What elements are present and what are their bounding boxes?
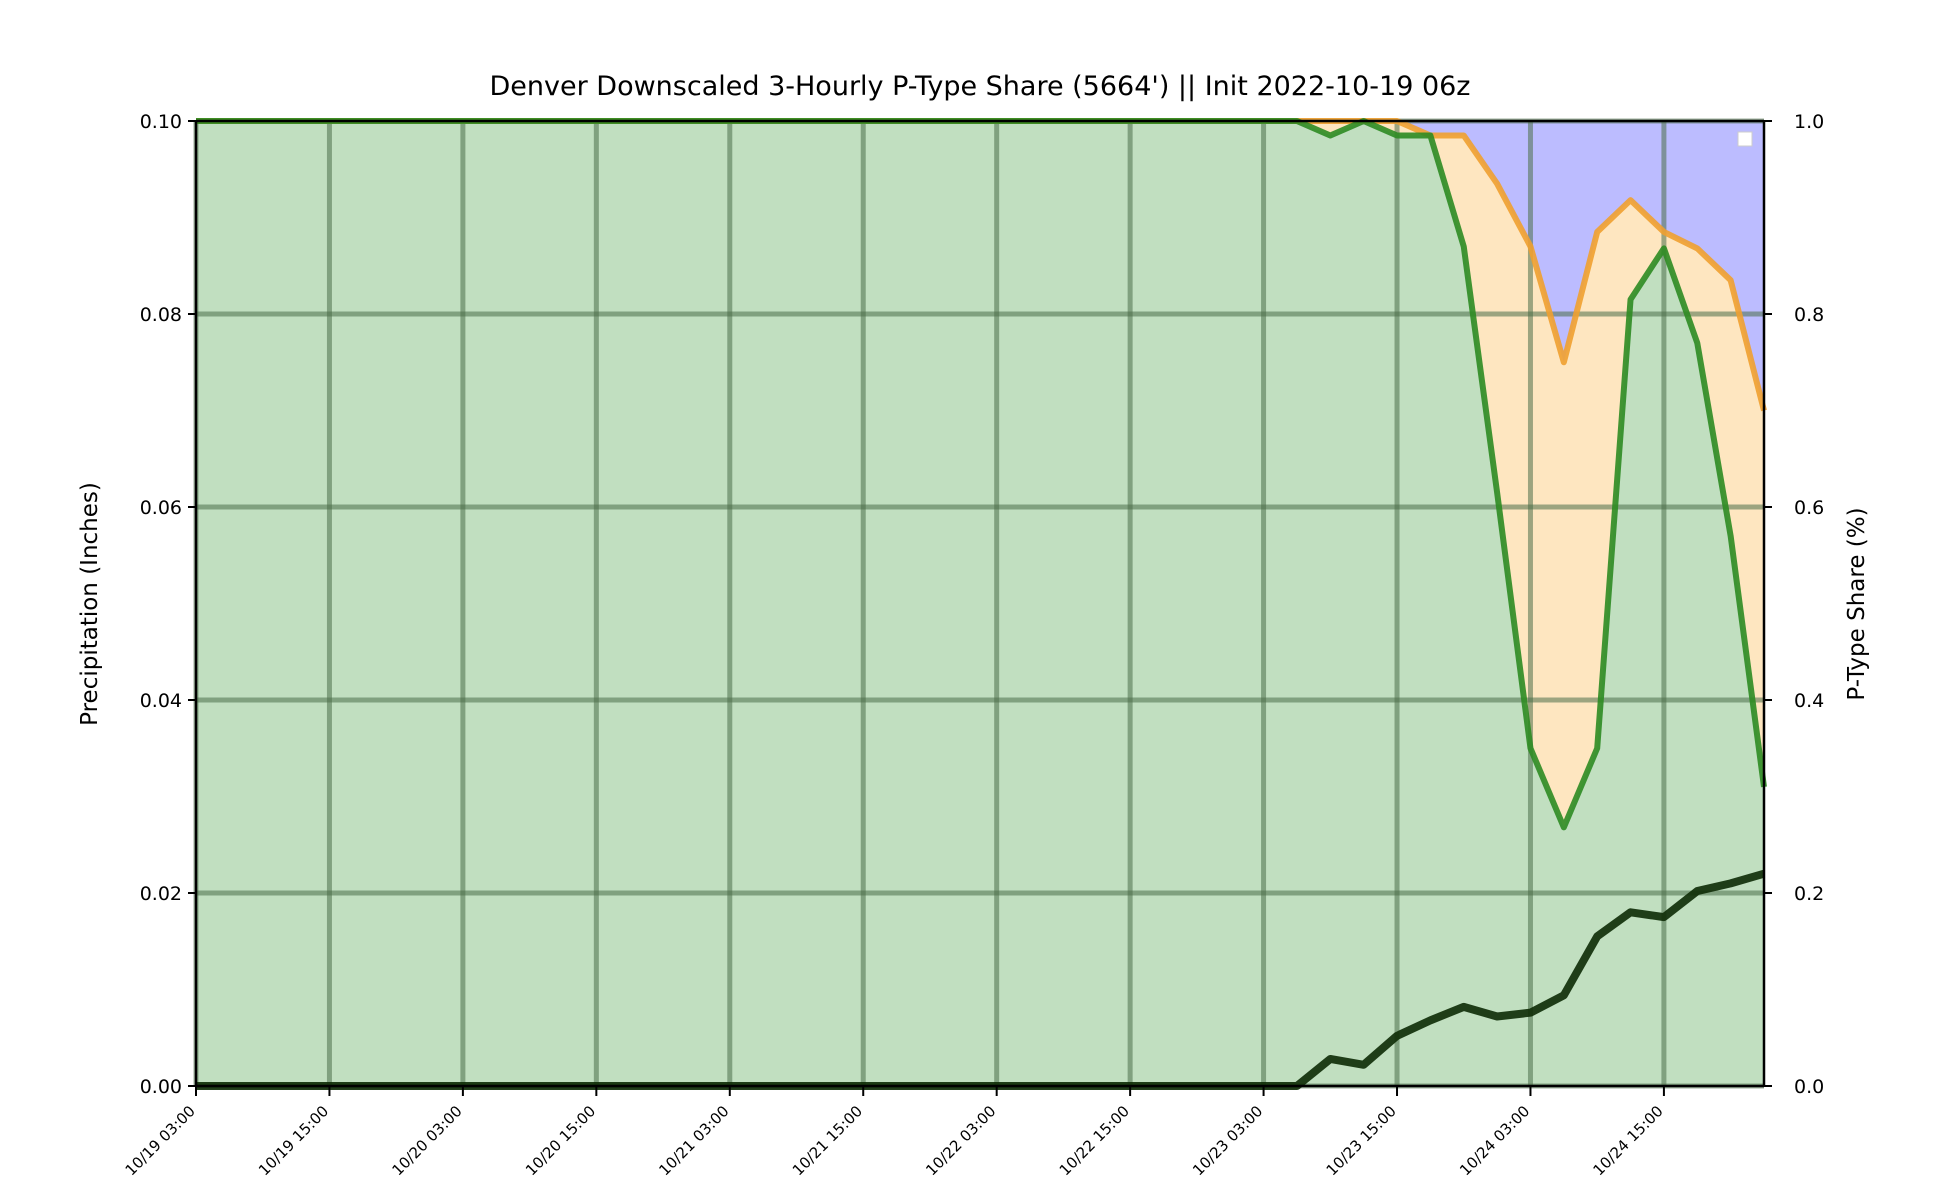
y-tick-label-right: 0.4	[1794, 690, 1824, 712]
x-tick-label: 10/19 03:00	[122, 1102, 199, 1179]
y-tick-label-right: 0.2	[1794, 883, 1824, 905]
x-tick-label: 10/24 15:00	[1590, 1102, 1667, 1179]
x-tick-label: 10/24 03:00	[1456, 1102, 1533, 1179]
area-rain-fill	[196, 121, 1764, 1086]
axes	[188, 119, 1772, 1096]
y-tick-label-left: 0.10	[140, 111, 182, 133]
y-tick-label-right: 0.6	[1794, 497, 1824, 519]
x-tick-label: 10/20 15:00	[522, 1102, 599, 1179]
chart-title: Denver Downscaled 3-Hourly P-Type Share …	[490, 71, 1471, 102]
y-tick-label-right: 1.0	[1794, 111, 1824, 133]
y-tick-label-right: 0.8	[1794, 304, 1824, 326]
x-tick-label: 10/19 15:00	[255, 1102, 332, 1179]
grid	[193, 118, 1764, 1089]
y-axis-label-right: P-Type Share (%)	[1844, 507, 1870, 700]
y-tick-label-right: 0.0	[1794, 1076, 1824, 1098]
legend-box	[1737, 131, 1753, 147]
x-tick-label: 10/20 03:00	[388, 1102, 465, 1179]
y-tick-label-left: 0.00	[140, 1076, 182, 1098]
x-tick-label: 10/21 03:00	[655, 1102, 732, 1179]
area-fills	[196, 121, 1764, 1086]
y-tick-label-left: 0.04	[140, 690, 182, 712]
y-tick-label-left: 0.02	[140, 883, 182, 905]
x-tick-label: 10/22 03:00	[922, 1102, 999, 1179]
y-tick-label-left: 0.06	[140, 497, 182, 519]
y-tick-label-left: 0.08	[140, 304, 182, 326]
x-tick-label: 10/23 03:00	[1189, 1102, 1266, 1179]
y-axis-label-left: Precipitation (Inches)	[77, 482, 103, 726]
x-tick-label: 10/23 15:00	[1323, 1102, 1400, 1179]
x-tick-label: 10/22 15:00	[1056, 1102, 1133, 1179]
x-tick-label: 10/21 15:00	[789, 1102, 866, 1179]
